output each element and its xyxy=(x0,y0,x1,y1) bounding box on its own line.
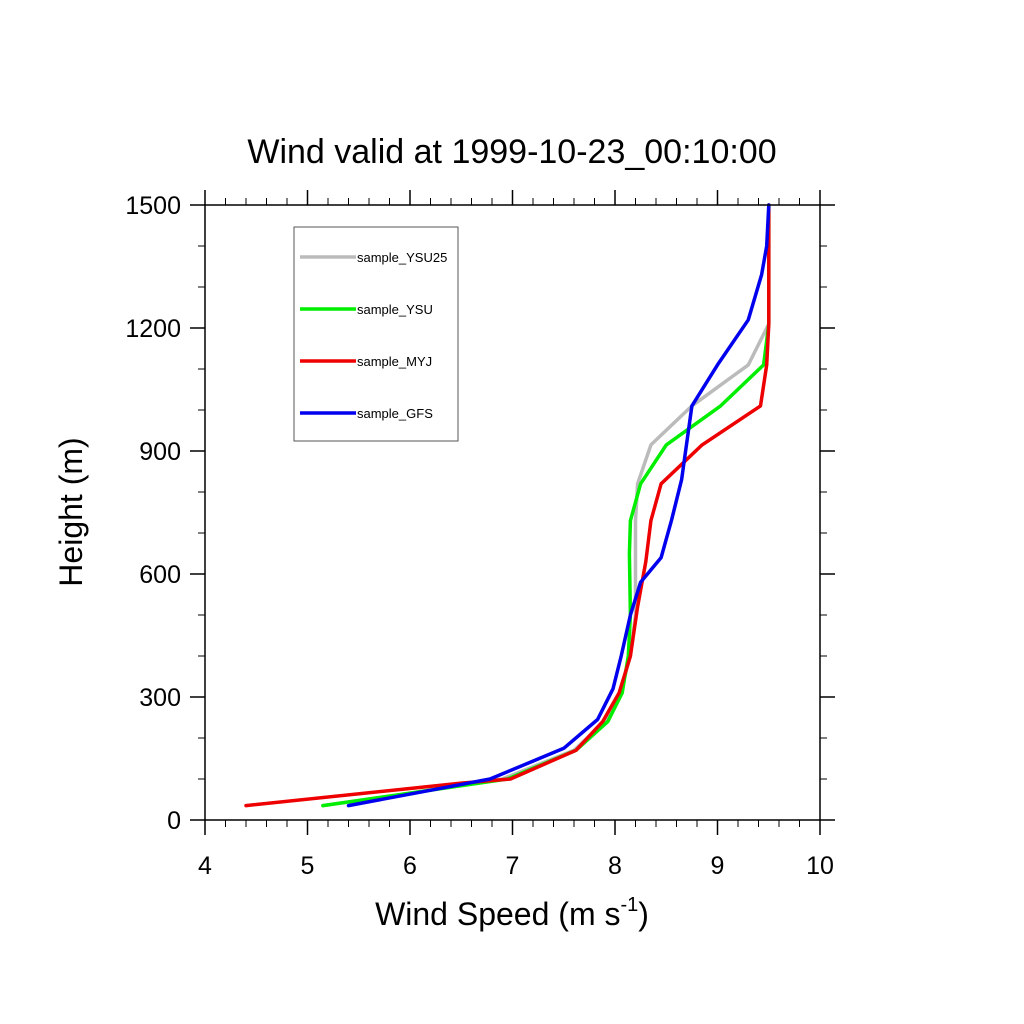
y-tick-label: 900 xyxy=(139,438,181,466)
x-axis-label-sup: -1 xyxy=(620,894,638,916)
series-layer xyxy=(244,203,771,808)
x-tick-label: 9 xyxy=(711,852,725,880)
y-tick-label: 600 xyxy=(139,561,181,589)
legend-label-sample_GFS: sample_GFS xyxy=(357,406,433,421)
x-axis-label-main: Wind Speed (m s xyxy=(375,896,620,932)
axis-layer: 4 5 6 7 8 9 10 0 300 600 900 1200 1500 xyxy=(125,190,835,880)
legend-label-sample_YSU25: sample_YSU25 xyxy=(357,250,447,265)
y-tick-label: 300 xyxy=(139,684,181,712)
x-axis-label: Wind Speed (m s-1) xyxy=(375,894,649,932)
y-tick-label: 1200 xyxy=(125,315,181,343)
legend-label-sample_MYJ: sample_MYJ xyxy=(357,354,432,369)
y-tick-label: 1500 xyxy=(125,192,181,220)
chart-title: Wind valid at 1999-10-23_00:10:00 xyxy=(247,133,776,171)
x-tick-label: 4 xyxy=(198,852,212,880)
x-axis-label-close: ) xyxy=(638,896,649,932)
series-line-sample_MYJ xyxy=(244,203,771,808)
x-tick-label: 5 xyxy=(301,852,315,880)
x-tick-label: 8 xyxy=(608,852,622,880)
y-tick-label: 0 xyxy=(167,807,181,835)
legend-label-sample_YSU: sample_YSU xyxy=(357,302,433,317)
series-line-sample_GFS xyxy=(346,203,771,808)
x-tick-label: 10 xyxy=(806,852,834,880)
x-tick-label: 6 xyxy=(403,852,417,880)
x-tick-label: 7 xyxy=(506,852,520,880)
legend-box xyxy=(293,226,459,442)
y-axis-label: Height (m) xyxy=(53,437,89,586)
legend: sample_YSU25 sample_YSU sample_MYJ sample_G… xyxy=(293,226,459,442)
